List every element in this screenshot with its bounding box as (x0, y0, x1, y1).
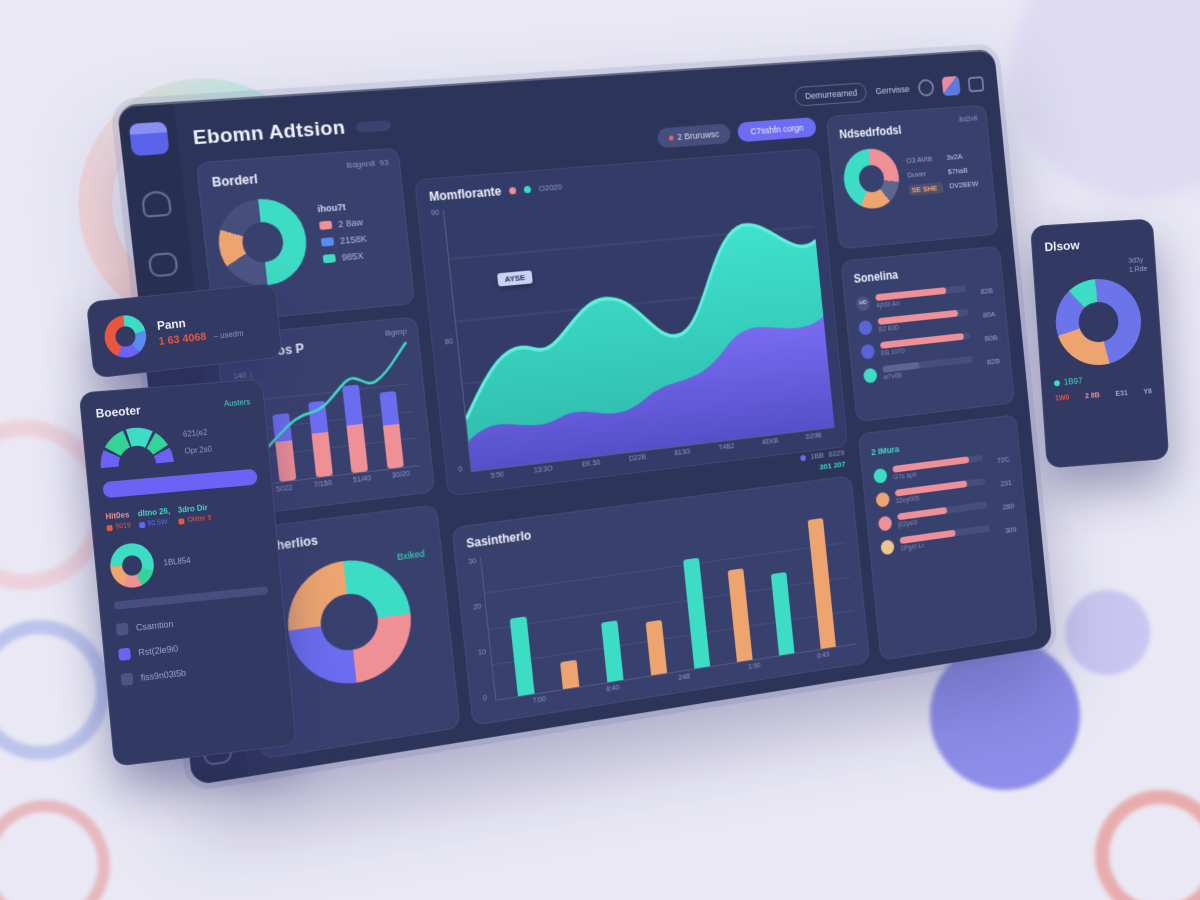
refresh-icon[interactable] (917, 78, 935, 97)
nav-bell-icon[interactable] (140, 190, 173, 218)
bar (807, 517, 837, 649)
browse-button[interactable]: 2 Bruruwsc (656, 123, 732, 149)
pann-donut-chart (102, 313, 149, 360)
bar (601, 619, 624, 683)
card-ndsedrfodsl: Ndsedrfodsl 8d2v8 O3 AVIB 3v2A Duver $7haB… (825, 104, 999, 250)
aatlherlios-donut-chart (281, 553, 417, 693)
boeoter-stats: Hit0es 5019 dltno 26, 50.5W 3dro Dir Oli… (105, 503, 212, 531)
boeoter-list: Csamtion Rst(2le9i0 fiss9n03I5b (115, 608, 275, 686)
decor-ring-red (0, 800, 110, 900)
row-icon (860, 343, 876, 360)
trend-line (251, 355, 419, 483)
card-ndsedrfodsl-meta: 8d2v8 (958, 113, 979, 124)
stacked-bar-chart (250, 355, 419, 485)
header-button-1[interactable]: Demurrearned (794, 82, 868, 107)
bar (683, 557, 711, 669)
legend-swatch (322, 253, 337, 264)
list-item-icon (115, 622, 129, 636)
card-bottom-bars: 2 IMura G7s aph 72C 32oy005 231 (857, 414, 1038, 661)
decor-ring-red-br (1095, 790, 1200, 900)
dot-icon (668, 134, 674, 141)
boeoter-title: Boeoter (95, 403, 142, 421)
row-icon: HD (855, 295, 871, 312)
borderl-legend-title: ihou7t (317, 201, 347, 215)
ndsedrfodsl-donut-chart (841, 146, 902, 211)
primary-action-button[interactable]: C7sshfn corgn (736, 116, 817, 143)
boeoter-donut-chart (108, 541, 156, 590)
area-chart: AYSE (442, 178, 835, 473)
header-button-2[interactable]: Gerrvisse (875, 84, 910, 97)
app-logo-icon[interactable] (128, 121, 170, 157)
bar-chart-legend: 1BB 6229 301 207 (800, 448, 846, 474)
decor-ball-lavender-br (1065, 590, 1150, 675)
progress-bar (102, 468, 258, 499)
card-borderl-meta2: 93 (379, 157, 390, 168)
donut-callout-top: Bxiked (396, 548, 426, 563)
decor-blob-lavender (1010, 0, 1200, 200)
decor-ring-blue (0, 620, 110, 760)
card-momflorante-title: Momflorante (428, 184, 503, 205)
avatar[interactable] (941, 75, 961, 97)
bar (727, 568, 753, 662)
card-sonelina: Sonelina HD 4jhSt Ao 82B B2 B30 80A (840, 245, 1016, 423)
dlsow-title: Dlsow (1044, 238, 1081, 255)
list-item[interactable]: Rst(2le9i0 (118, 633, 273, 661)
legend-label: O2020 (538, 181, 563, 193)
list-item-icon (120, 672, 134, 686)
card-bottom-header: 2 IMura (870, 444, 900, 458)
title-badge (354, 120, 391, 133)
legend-swatch (318, 220, 333, 230)
decor-ball-purple-br (930, 640, 1080, 790)
legend-item: 985X (322, 250, 370, 264)
row-dot (872, 467, 888, 484)
list-item[interactable]: Csamtion (115, 608, 271, 636)
progress-row: w7v0B B2B (862, 353, 1001, 384)
legend-dot (1053, 379, 1061, 386)
list-item-icon (118, 647, 132, 661)
pann-value: 1 63 4068 (158, 330, 207, 348)
row-icon (858, 319, 873, 336)
legend-total: 301 207 (819, 459, 846, 472)
dlsow-footer: 1W0 2 8B E31 Y8 (1054, 388, 1153, 403)
row-dot (880, 538, 895, 555)
floating-card-dlsow: Dlsow 3d3y 1,Rde 1B97 1W0 2 8B E31 Y8 (1030, 218, 1170, 469)
dlsow-legend: 1B97 (1053, 371, 1151, 387)
bar (560, 659, 580, 690)
boeoter-track (113, 586, 269, 610)
legend-item: 2 8aw (318, 217, 366, 231)
bar (771, 572, 795, 656)
card-ndsedrfodsl-title: Ndsedrfodsl (838, 123, 902, 142)
card-asclnldos-meta: Bgrnp (384, 326, 408, 338)
stat-grid: O3 AVIB 3v2A Duver $7haB SE SHE DV2BEW (905, 151, 979, 196)
list-item[interactable]: fiss9n03I5b (120, 657, 275, 686)
boeoter-donut-label: 1BL854 (163, 555, 191, 567)
row-dot (877, 515, 893, 532)
card-momflorante: Momflorante O2020 90 80 0 (414, 147, 849, 497)
legend-item: 2158K (320, 233, 367, 247)
row-icon (862, 367, 878, 384)
bar (645, 620, 668, 676)
card-sonelina-title: Sonelina (853, 267, 899, 286)
legend-dot-pink (508, 186, 517, 195)
export-icon[interactable] (967, 76, 985, 93)
row-dot (875, 491, 891, 508)
dlsow-callout: 3d3y 1,Rde (1128, 257, 1148, 275)
gauge-labels: 621(e2 Opr.2s0 (182, 427, 213, 456)
page-title: Ebomn Adtsion (191, 116, 347, 150)
legend-swatch (320, 237, 335, 247)
boeoter-link[interactable]: Austers (223, 396, 251, 408)
dlsow-donut-chart (1052, 276, 1144, 369)
borderl-donut-chart (214, 195, 311, 290)
card-borderl-meta: Bdgnn8 (345, 158, 376, 171)
nav-inbox-icon[interactable] (147, 251, 179, 278)
pann-note: – usedm (213, 328, 244, 341)
floating-card-boeoter: Boeoter Austers 621(e2 Opr.2s0 Hit0es 50… (78, 378, 297, 767)
legend-dot-purple (800, 454, 807, 461)
gauge-chart (97, 424, 174, 469)
dashboard-panel: Ebomn Adtsion Demurrearned Gerrvisse Bor… (116, 48, 1053, 786)
card-borderl-title: Borderl (211, 171, 259, 190)
legend-dot-teal (523, 185, 532, 193)
bar (509, 616, 535, 697)
